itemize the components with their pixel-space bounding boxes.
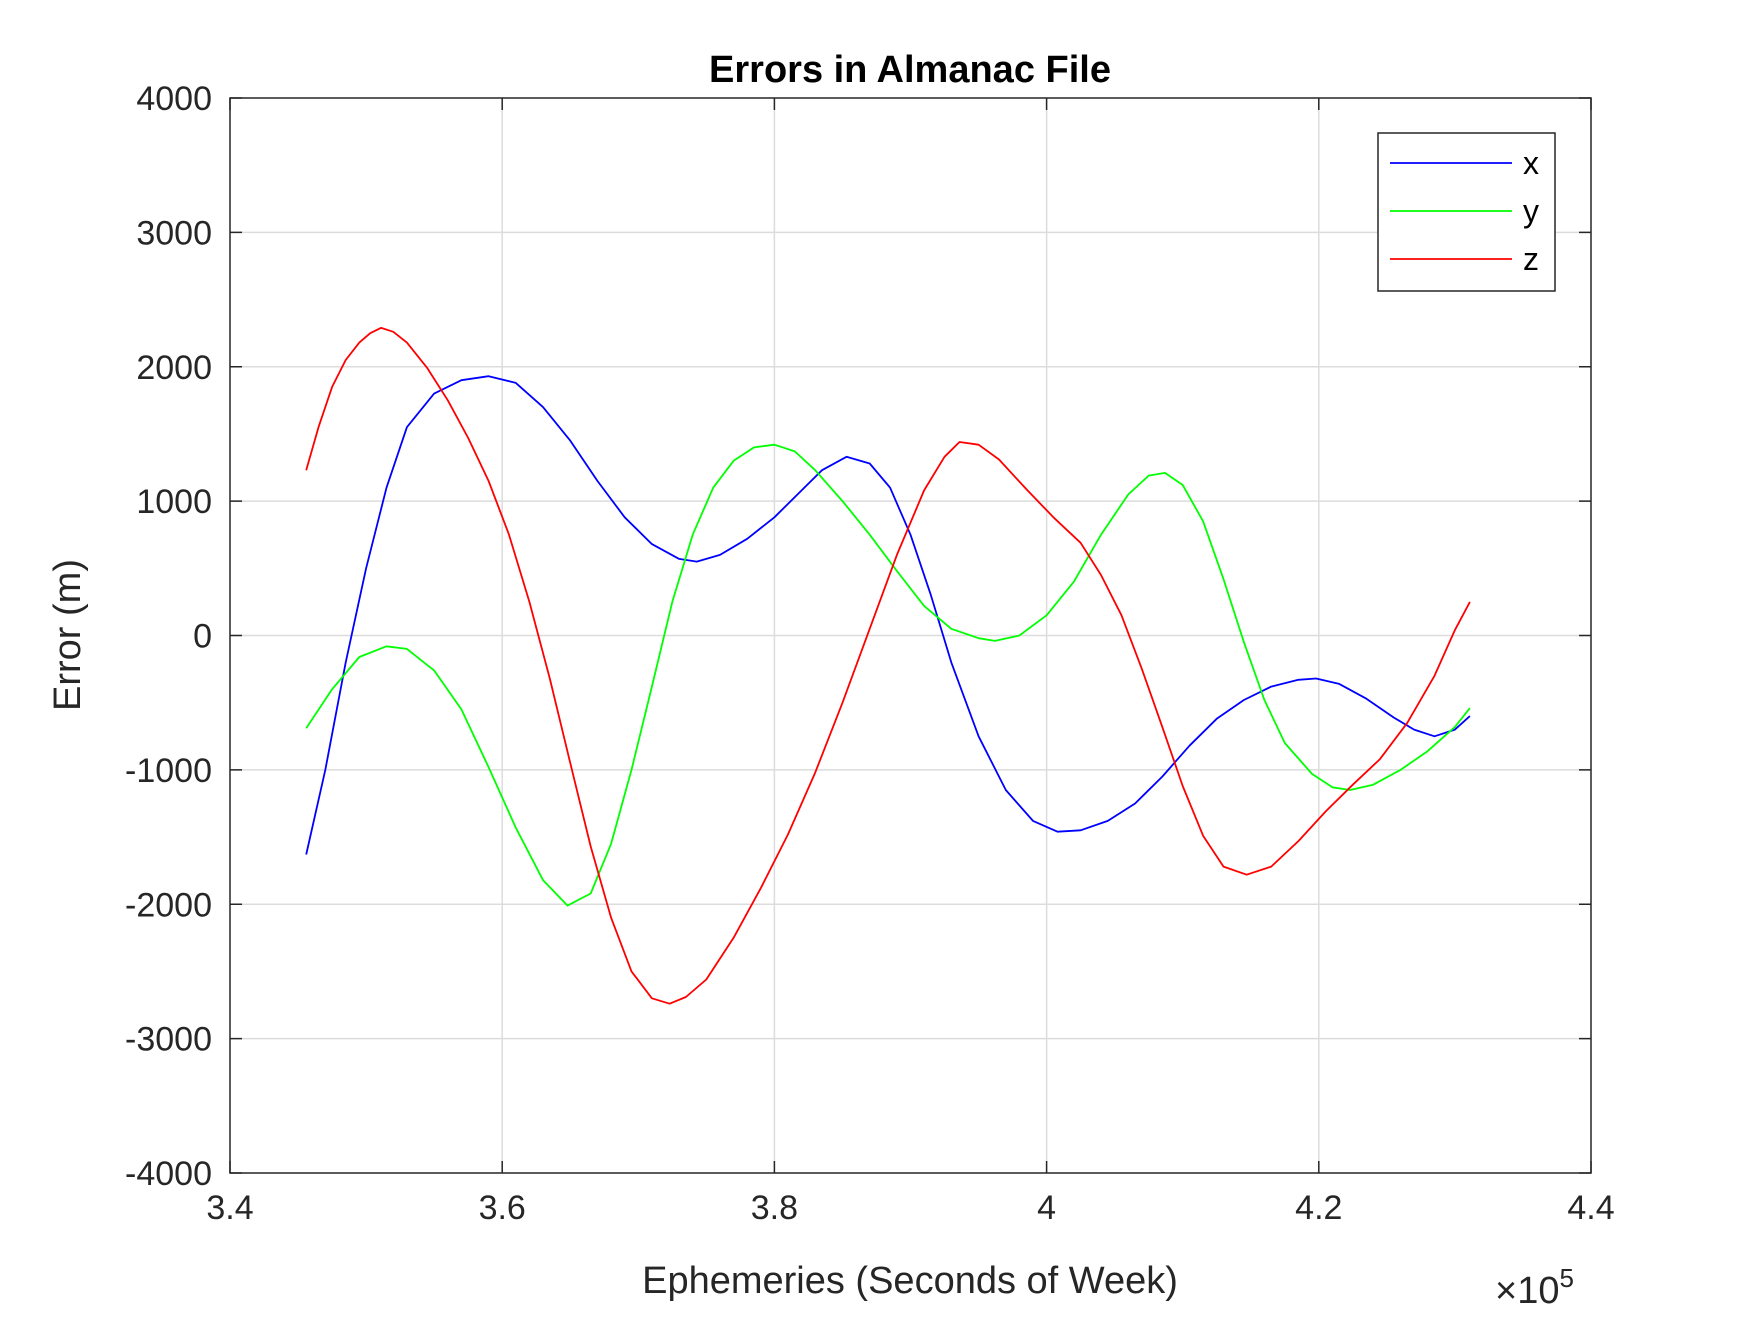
legend-label-x: x — [1523, 145, 1539, 181]
grid-lines — [230, 98, 1591, 1173]
series-line-x — [305, 375, 1471, 855]
y-tick-label: 0 — [193, 618, 212, 656]
y-tick-label: 1000 — [136, 483, 212, 521]
y-tick-label: 3000 — [136, 214, 212, 252]
series-lines — [305, 326, 1471, 1005]
x-tick-label: 4 — [1037, 1189, 1056, 1227]
x-tick-label: 3.6 — [479, 1189, 526, 1227]
x-axis-label: Ephemeries (Seconds of Week) — [642, 1260, 1178, 1302]
x-tick-label: 4.2 — [1295, 1189, 1342, 1227]
y-axis-label: Error (m) — [47, 559, 89, 711]
legend-label-y: y — [1523, 193, 1539, 229]
x-axis-exponent: ×105 — [1495, 1263, 1574, 1312]
x-axis-exponent-base: ×10 — [1495, 1270, 1559, 1312]
x-tick-label: 4.4 — [1567, 1189, 1614, 1227]
series-line-z — [305, 326, 1471, 1005]
legend-label-z: z — [1523, 241, 1539, 277]
y-tick-label: 2000 — [136, 349, 212, 387]
y-tick-label: -1000 — [125, 752, 212, 790]
y-tick-label: -4000 — [125, 1155, 212, 1193]
x-tick-label: 3.4 — [206, 1189, 253, 1227]
y-tick-label: -2000 — [125, 886, 212, 924]
chart-title: Errors in Almanac File — [709, 49, 1111, 91]
legend: xyz — [1377, 132, 1556, 292]
x-tick-label: 3.8 — [751, 1189, 798, 1227]
y-tick-label: 4000 — [136, 80, 212, 118]
axis-ticks: 3.4 3.6 3.8 4 4.2 4.4 -4000 -3000 -2000 -1000 0 100… — [125, 80, 1615, 1227]
x-axis-exponent-power: 5 — [1559, 1263, 1573, 1293]
y-tick-label: -3000 — [125, 1021, 212, 1059]
legend-box — [1377, 132, 1556, 292]
series-line-y — [305, 443, 1471, 907]
